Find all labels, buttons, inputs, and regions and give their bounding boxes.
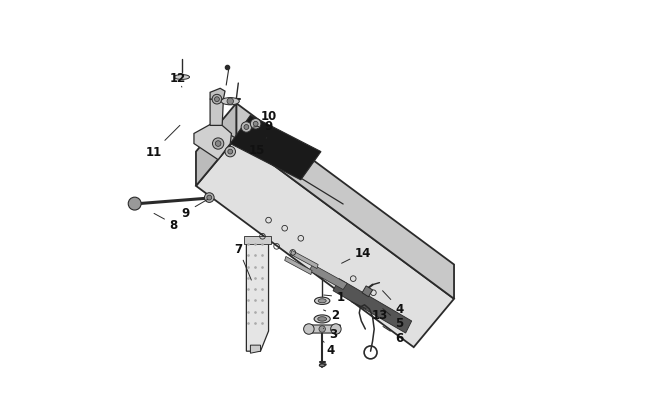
Polygon shape [230,116,321,180]
Text: 6: 6 [383,327,404,344]
Ellipse shape [174,75,190,80]
Text: 9: 9 [253,119,272,132]
Text: 11: 11 [146,126,180,159]
Circle shape [225,147,235,158]
Circle shape [250,119,261,130]
Polygon shape [210,89,225,100]
Text: 10: 10 [253,109,277,122]
Polygon shape [250,345,261,353]
Ellipse shape [318,317,326,321]
Circle shape [254,122,258,127]
Text: 3: 3 [324,327,337,340]
Polygon shape [210,96,224,126]
Text: 14: 14 [342,246,372,264]
Text: 12: 12 [170,71,186,88]
Text: 1: 1 [324,290,345,303]
Polygon shape [244,237,270,245]
Circle shape [212,95,222,105]
Text: 2: 2 [324,309,339,322]
Circle shape [213,139,224,150]
Ellipse shape [314,315,330,323]
Text: 13: 13 [352,302,387,322]
Polygon shape [196,138,454,347]
Polygon shape [237,104,454,299]
Circle shape [227,99,233,105]
Circle shape [331,324,341,335]
Circle shape [128,198,141,211]
Polygon shape [196,104,237,186]
Circle shape [319,326,326,333]
Circle shape [241,122,252,133]
Text: 15: 15 [248,138,266,157]
Ellipse shape [319,364,325,367]
Text: 4: 4 [323,341,335,356]
Polygon shape [246,243,268,351]
Circle shape [215,141,221,147]
Circle shape [205,193,214,203]
Text: 9: 9 [182,200,208,219]
Polygon shape [333,279,411,333]
Ellipse shape [315,297,330,305]
Polygon shape [285,257,312,275]
Ellipse shape [221,98,239,106]
Text: 7: 7 [234,242,252,280]
Circle shape [207,196,212,200]
Circle shape [244,125,249,130]
Polygon shape [362,286,372,297]
Circle shape [227,150,233,155]
Circle shape [304,324,314,335]
Text: 5: 5 [383,309,404,330]
Text: 4: 4 [383,291,404,315]
Polygon shape [194,124,231,160]
Circle shape [214,98,219,102]
Ellipse shape [318,299,326,303]
Polygon shape [306,325,341,333]
Polygon shape [309,265,347,290]
Polygon shape [291,251,318,269]
Text: 8: 8 [154,214,178,231]
